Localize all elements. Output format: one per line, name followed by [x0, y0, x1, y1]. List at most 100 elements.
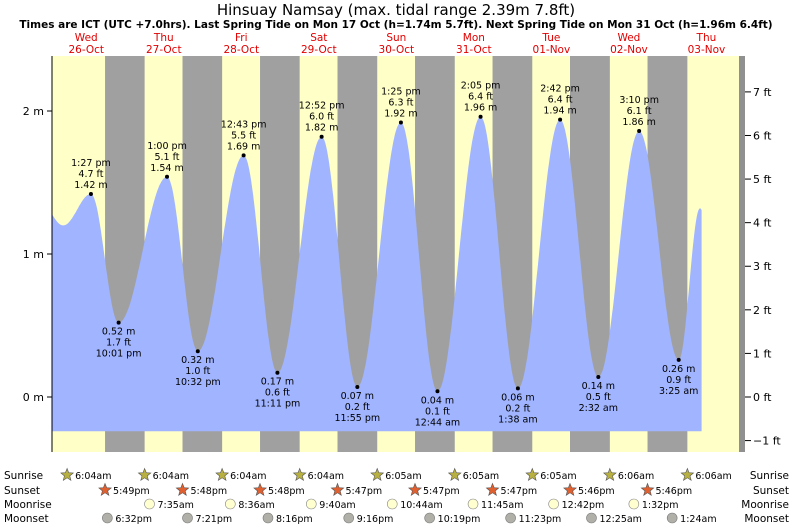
day-headers: Wed26-OctThu27-OctFri28-OctSat29-OctSun3…: [68, 32, 725, 56]
tide-feet-label: 1.7 ft: [106, 338, 131, 349]
day-name-label: Thu: [153, 32, 174, 44]
sunset-icon: [640, 482, 655, 496]
sunset-time: 5:48pm: [191, 486, 228, 497]
tide-feet-label: 6.3 ft: [388, 97, 413, 108]
left-axis-label: 0 m: [23, 391, 44, 404]
moonrise-icon: [628, 498, 640, 510]
tide-area: [52, 116, 702, 432]
tide-point: [596, 374, 601, 379]
day-date-label: 26-Oct: [68, 44, 104, 56]
day-name-label: Thu: [696, 32, 717, 44]
moonset-icon: [102, 512, 113, 524]
sunrise-event: 6:04am: [137, 467, 189, 482]
tide-point: [195, 349, 200, 354]
left-axis-label: 2 m: [23, 105, 44, 118]
tide-time-label: 3:25 am: [659, 386, 698, 397]
sunrise-time: 6:05am: [385, 471, 421, 482]
tide-point: [275, 370, 280, 375]
tide-metre-label: 1.96 m: [464, 103, 497, 114]
tide-point: [558, 117, 563, 122]
tide-time-label: 2:32 am: [579, 403, 618, 414]
day-name-label: Mon: [463, 32, 485, 44]
moonrise-time: 9:40am: [319, 500, 355, 511]
moonset-event: 8:16pm: [262, 512, 313, 525]
moonrise-event: 8:36am: [225, 498, 275, 511]
sunset-event: 5:49pm: [98, 482, 150, 497]
tide-metre-label: 0.52 m: [102, 327, 135, 338]
sunset-icon: [253, 482, 267, 496]
tide-metre-label: 1.94 m: [543, 106, 576, 117]
row-label-sunrise-right: Sunrise: [750, 470, 789, 482]
tide-time-label: 1:27 pm: [71, 158, 111, 169]
high-tide-marker: 12:52 pm6.0 ft1.82 m: [299, 101, 344, 139]
tide-point: [165, 174, 170, 179]
row-label-sunset-right: Sunset: [753, 485, 789, 497]
sunrise-event: 6:05am: [447, 467, 499, 482]
moonset-icon: [343, 512, 355, 524]
moonrise-icon: [305, 498, 317, 510]
moonrise-icon: [548, 498, 559, 510]
right-axis-label: 5 ft: [753, 173, 772, 186]
day-date-label: 03-Nov: [688, 44, 726, 56]
tide-feet-label: 6.4 ft: [468, 92, 493, 103]
moonset-event: 12:25am: [586, 512, 642, 525]
moonrise-event: 9:40am: [305, 498, 356, 511]
day-date-label: 02-Nov: [610, 44, 648, 56]
tide-point: [319, 134, 324, 139]
moonset-icon: [666, 512, 678, 524]
tide-point: [241, 153, 246, 158]
moonrise-time: 11:45am: [481, 500, 523, 511]
tide-feet-label: 1.0 ft: [185, 366, 210, 377]
right-axis-label: 3 ft: [753, 260, 772, 273]
sunrise-time: 6:06am: [618, 471, 654, 482]
tide-metre-label: 1.69 m: [227, 141, 260, 152]
sunset-event: 5:47pm: [330, 482, 382, 497]
tide-metre-label: 1.92 m: [384, 108, 417, 119]
sunrise-icon: [215, 467, 230, 481]
sunrise-event: 6:06am: [680, 467, 732, 482]
moonrise-time: 12:42pm: [562, 500, 605, 511]
chart-title: Hinsuay Namsay (max. tidal range 2.39m 7…: [217, 1, 575, 19]
row-label-moonrise-right: Moonrise: [741, 499, 789, 511]
tide-feet-label: 0.2 ft: [505, 403, 530, 414]
sunset-icon: [408, 482, 422, 496]
tide-point: [435, 389, 440, 394]
tide-metre-label: 0.32 m: [181, 355, 214, 366]
day-date-label: 28-Oct: [223, 44, 259, 56]
sunset-event: 5:48pm: [253, 482, 305, 497]
sunrise-icon: [292, 467, 307, 481]
tide-point: [355, 384, 360, 389]
tide-metre-label: 1.82 m: [305, 123, 338, 134]
right-axis-label: 7 ft: [753, 86, 772, 99]
moonrise-event: 12:42pm: [548, 498, 605, 511]
left-axis-label: 1 m: [23, 248, 44, 261]
moonset-icon: [424, 512, 435, 524]
sunset-time: 5:47pm: [501, 486, 538, 497]
tide-metre-label: 0.07 m: [341, 391, 374, 402]
sunrise-icon: [60, 467, 75, 481]
moonset-icon: [182, 512, 193, 524]
sunrise-icon: [370, 467, 385, 481]
moonset-event: 10:19pm: [424, 512, 480, 525]
tide-feet-label: 0.1 ft: [425, 406, 450, 417]
right-axis-label: 4 ft: [753, 217, 772, 230]
tide-time-label: 1:38 am: [498, 414, 537, 425]
moonset-time: 12:25am: [599, 514, 641, 525]
moonset-time: 8:16pm: [276, 514, 313, 525]
high-tide-marker: 2:05 pm6.4 ft1.96 m: [461, 81, 500, 119]
sunset-time: 5:49pm: [113, 486, 150, 497]
tide-point: [637, 129, 642, 134]
sunrise-icon: [447, 467, 462, 481]
tide-feet-label: 6.4 ft: [548, 95, 573, 106]
moonrise-icon: [386, 498, 398, 510]
moonset-time: 1:24am: [680, 514, 716, 525]
low-tide-marker: 0.26 m0.9 ft3:25 am: [659, 357, 698, 397]
sunset-time: 5:47pm: [423, 486, 460, 497]
day-name-label: Wed: [617, 32, 640, 44]
moonset-event: 9:16pm: [343, 512, 393, 525]
sunrise-event: 6:05am: [370, 467, 422, 482]
sunrise-time: 6:04am: [153, 471, 189, 482]
